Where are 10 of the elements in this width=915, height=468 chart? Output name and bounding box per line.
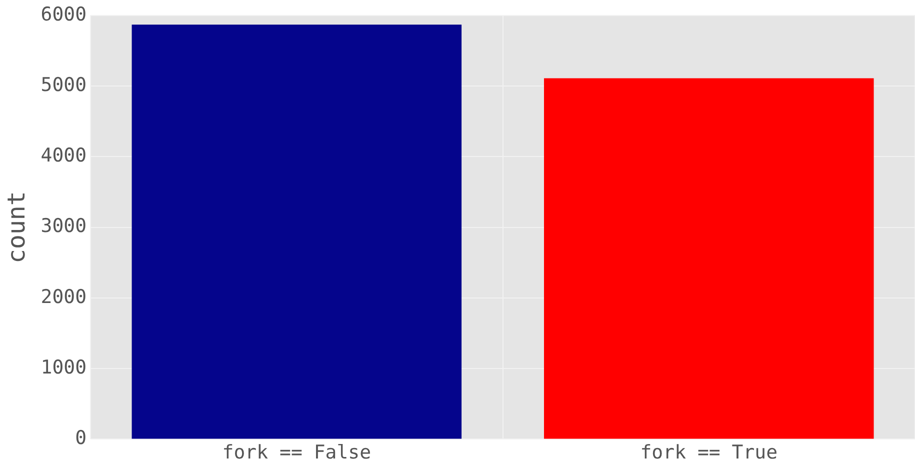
y-tick-label: 6000 bbox=[40, 3, 87, 26]
y-tick-label: 4000 bbox=[40, 144, 87, 167]
y-tick-label: 1000 bbox=[40, 356, 87, 379]
y-tick-label: 0 bbox=[75, 427, 87, 450]
y-tick-label: 2000 bbox=[40, 286, 87, 308]
y-tick-label: 3000 bbox=[40, 215, 87, 238]
y-tick-label: 5000 bbox=[40, 74, 87, 96]
y-axis-title: count bbox=[2, 191, 31, 264]
x-tick-label: fork == True bbox=[640, 442, 778, 464]
x-tick-label: fork == False bbox=[222, 442, 372, 464]
